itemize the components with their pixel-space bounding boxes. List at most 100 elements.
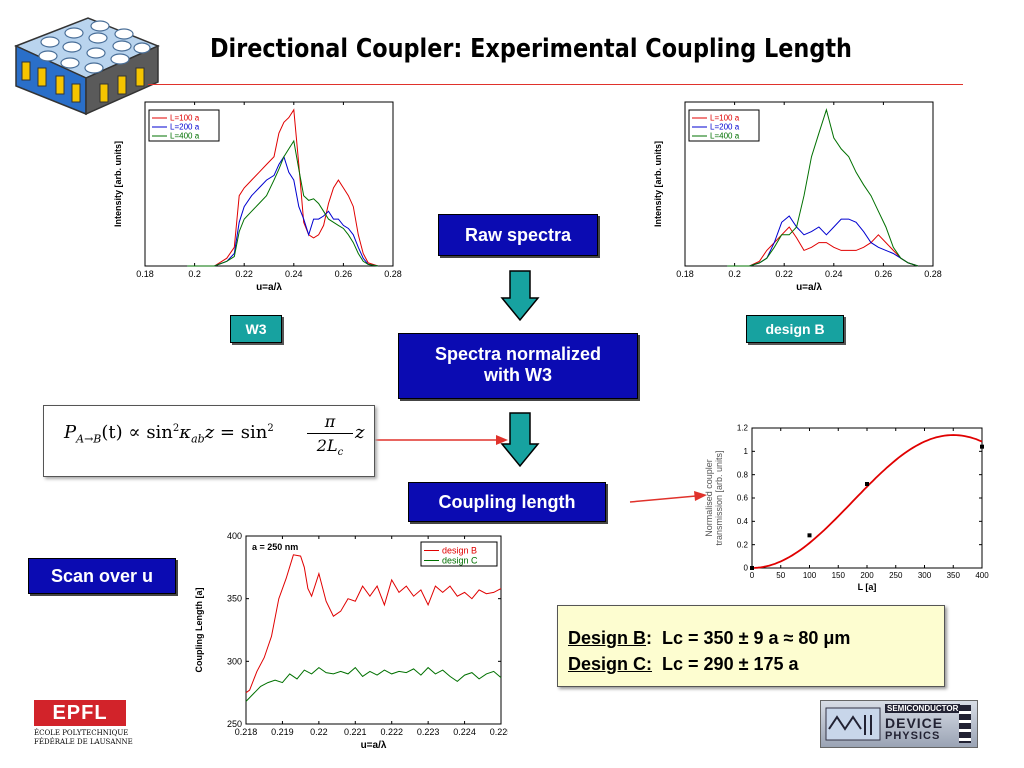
x-axis-label: u=a/λ (796, 282, 822, 293)
epfl-logo-text: ÉCOLE POLYTECHNIQUE FÉDÉRALE DE LAUSANNE (34, 729, 133, 747)
series-line (727, 108, 919, 267)
x-tick-label: 200 (860, 571, 874, 580)
x-tick-label: 400 (975, 571, 989, 580)
legend-label: L=200 a (710, 123, 740, 132)
data-point (980, 444, 984, 449)
normalized-line-2: with W3 (484, 365, 552, 385)
formula-propto: ∝ (128, 422, 141, 443)
normalized-line-1: Spectra normalized (434, 344, 602, 364)
x-tick-label: 0.221 (344, 727, 367, 737)
formula-den-sub: c (337, 447, 344, 459)
legend-label: design C (442, 556, 478, 566)
sdp-logo: SEMICONDUCTOR DEVICE PHYSICS (820, 700, 978, 748)
x-tick-label: 0.24 (825, 269, 843, 279)
result-b-value: Lc = 350 ± 9 a ≈ 80 μm (662, 628, 851, 648)
formula-kappa: κ (179, 422, 192, 443)
data-point (865, 482, 869, 486)
y-tick-label: 350 (227, 594, 242, 604)
sdp-text-2: DEVICE (885, 715, 944, 731)
legend-label: L=100 a (710, 114, 740, 123)
x-tick-label: 0.219 (271, 727, 294, 737)
series-line (187, 155, 379, 267)
x-tick-label: 50 (776, 571, 785, 580)
chart-raw-spectra-design-b: 0.18 0.2 0.22 0.24 0.26 0.28 u=a/λ Intensity [a… (653, 101, 942, 293)
result-c-label: Design C: (568, 654, 653, 674)
results-box: Design B: Lc = 350 ± 9 a ≈ 80 μm Design … (557, 605, 945, 687)
y-tick-label: 1 (744, 447, 749, 456)
y-tick-label: 250 (227, 719, 242, 729)
formula-fraction: π 2Lc (307, 412, 353, 458)
formula: PA→B(t) ∝ sin2κabz = sin2 (64, 422, 274, 446)
x-tick-label: 0.24 (285, 269, 303, 279)
formula-sin-1: sin (146, 422, 173, 443)
formula-t: (t) (101, 422, 123, 443)
x-tick-label: 0.22 (775, 269, 793, 279)
legend-label: L=400 a (170, 132, 200, 141)
legend-label: L=200 a (170, 123, 200, 132)
title-divider (148, 84, 963, 85)
series-line (245, 554, 502, 694)
formula-den: 2L (316, 436, 338, 455)
x-tick-label: 0.22 (235, 269, 253, 279)
arrow-down-icon (500, 270, 540, 322)
x-tick-label: 0.222 (380, 727, 403, 737)
formula-sq-2: 2 (267, 423, 274, 434)
y-axis-label: Normalised coupler (704, 459, 714, 537)
x-tick-label: 250 (889, 571, 903, 580)
y-axis-label: Intensity [arb. units] (113, 141, 123, 227)
sdp-bars (959, 705, 971, 743)
epfl-text-line1: ÉCOLE POLYTECHNIQUE (34, 729, 129, 737)
y-axis-label: Coupling Length [a] (194, 588, 204, 673)
y-tick-label: 0.4 (737, 517, 749, 526)
x-tick-label: 350 (947, 571, 961, 580)
x-tick-label: 0.28 (384, 269, 402, 279)
legend-label: L=100 a (170, 114, 200, 123)
formula-lhs-sub: A→B (76, 432, 102, 446)
result-c-value: Lc = 290 ± 175 a (662, 654, 799, 674)
formula-eq: = (219, 422, 236, 443)
photonic-crystal-icon (14, 17, 160, 116)
sdp-text-3: PHYSICS (885, 730, 941, 742)
x-axis-label: u=a/λ (361, 740, 387, 751)
scan-over-u-box: Scan over u (28, 558, 176, 594)
x-tick-label: 0.26 (875, 269, 893, 279)
formula-z-1: z (204, 422, 215, 443)
result-design-c: Design C: Lc = 290 ± 175 a (568, 654, 799, 675)
epfl-logo: EPFL ÉCOLE POLYTECHNIQUE FÉDÉRALE DE LAU… (34, 700, 133, 748)
x-tick-label: 0.224 (453, 727, 476, 737)
tag-w3: W3 (230, 315, 282, 343)
y-tick-label: 300 (227, 656, 242, 666)
normalized-spectra-box: Spectra normalized with W3 (398, 333, 638, 399)
result-design-b: Design B: Lc = 350 ± 9 a ≈ 80 μm (568, 628, 851, 648)
y-tick-label: 1.2 (737, 424, 749, 433)
series-line (727, 215, 919, 267)
x-tick-label: 0.26 (335, 269, 353, 279)
chart-coupler-transmission: 0 50 100 150 200 250 300 350 400 0 0.2 0.4 0.6 0.8 1 1.… (704, 424, 989, 592)
epfl-text-line2: FÉDÉRALE DE LAUSANNE (34, 738, 133, 746)
formula-z-2: z (355, 422, 365, 443)
arrow-right-icon (629, 491, 707, 503)
x-axis-label: u=a/λ (256, 282, 282, 293)
formula-sin-2: sin (240, 422, 268, 443)
formula-pi: π (324, 412, 336, 431)
series-line (187, 139, 379, 267)
x-tick-label: 0 (750, 571, 755, 580)
x-tick-label: 0.225 (490, 727, 508, 737)
tag-design-b: design B (746, 315, 844, 343)
arrow-down-icon (500, 412, 540, 468)
x-tick-label: 0.18 (136, 269, 154, 279)
x-tick-label: 0.22 (310, 727, 328, 737)
y-axis-label: transmission [arb. units] (714, 450, 724, 545)
result-b-label: Design B (568, 628, 647, 648)
plot-frame (245, 535, 502, 725)
legend-label: design B (442, 546, 477, 556)
series-line (187, 108, 379, 267)
fit-curve (751, 434, 983, 569)
x-tick-label: 0.28 (924, 269, 942, 279)
y-tick-label: 0 (744, 564, 749, 573)
formula-sq-1: 2 (172, 423, 180, 434)
y-tick-label: 0.8 (737, 470, 749, 479)
data-point (807, 533, 812, 538)
y-tick-label: 0.2 (737, 540, 749, 549)
plot-frame (751, 427, 983, 569)
